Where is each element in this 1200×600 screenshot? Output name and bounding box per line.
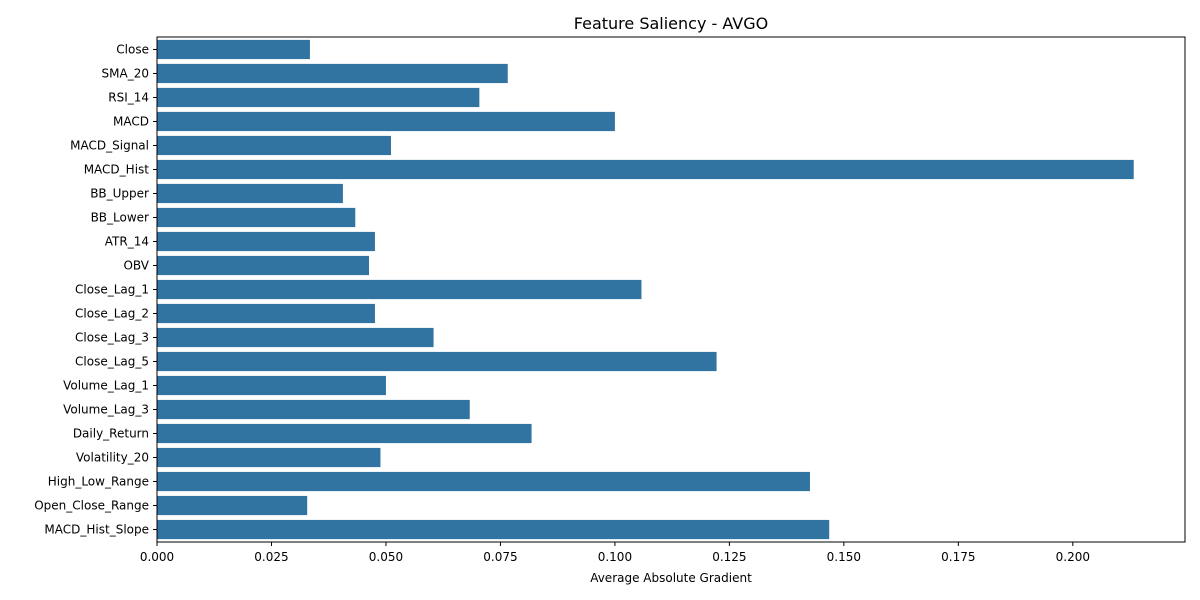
- x-tick-label: 0.050: [369, 550, 403, 564]
- bar-open-close-range: [157, 495, 308, 516]
- y-tick-label: Close_Lag_1: [75, 283, 149, 297]
- y-tick-label: MACD: [113, 114, 149, 128]
- bar-bb-lower: [157, 207, 356, 228]
- x-tick-label: 0.000: [140, 550, 174, 564]
- y-tick-label: BB_Lower: [91, 210, 149, 224]
- bar-volatility-20: [157, 447, 381, 468]
- y-tick-label: Close_Lag_3: [75, 331, 149, 345]
- bar-macd-hist: [157, 159, 1134, 180]
- y-tick-label: Daily_Return: [73, 427, 149, 441]
- y-tick-label: MACD_Hist_Slope: [44, 523, 149, 537]
- bar-atr-14: [157, 231, 375, 252]
- bar-macd-hist-slope: [157, 519, 830, 540]
- y-tick-label: High_Low_Range: [48, 475, 149, 489]
- y-tick-label: ATR_14: [105, 234, 149, 248]
- x-tick-label: 0.075: [483, 550, 517, 564]
- y-tick-labels: Close SMA_20 RSI_14 MACD MACD_Signal MACD_His…: [34, 42, 157, 537]
- bar-close-lag-1: [157, 279, 642, 300]
- y-tick-label: Volatility_20: [76, 451, 149, 465]
- y-tick-label: BB_Upper: [90, 186, 149, 200]
- bar-rsi-14: [157, 87, 480, 108]
- bar-close: [157, 39, 310, 60]
- y-tick-label: Volume_Lag_1: [63, 379, 149, 393]
- bar-volume-lag-1: [157, 375, 386, 396]
- y-tick-label: Close_Lag_2: [75, 307, 149, 321]
- y-tick-label: MACD_Signal: [70, 138, 149, 152]
- y-tick-label: OBV: [123, 258, 149, 272]
- x-tick-label: 0.125: [712, 550, 746, 564]
- bar-close-lag-2: [157, 303, 375, 324]
- y-tick-label: Close: [116, 42, 149, 56]
- x-axis-label: Average Absolute Gradient: [590, 571, 752, 585]
- x-tick-label: 0.150: [827, 550, 861, 564]
- y-tick-label: Close_Lag_5: [75, 355, 149, 369]
- bar-macd-signal: [157, 135, 391, 156]
- bar-close-lag-5: [157, 351, 717, 372]
- x-tick-label: 0.100: [598, 550, 632, 564]
- x-ticks: 0.000 0.025 0.050 0.075 0.100 0.125 0.150 0.175…: [140, 542, 1090, 564]
- bar-obv: [157, 255, 370, 276]
- chart-title: Feature Saliency - AVGO: [574, 14, 768, 33]
- bar-close-lag-3: [157, 327, 434, 348]
- y-tick-label: SMA_20: [102, 66, 149, 80]
- y-tick-label: RSI_14: [108, 90, 149, 104]
- x-tick-label: 0.025: [254, 550, 288, 564]
- x-tick-label: 0.175: [941, 550, 975, 564]
- y-tick-label: Open_Close_Range: [34, 499, 149, 513]
- bar-volume-lag-3: [157, 399, 470, 420]
- bar-high-low-range: [157, 471, 810, 492]
- bar-daily-return: [157, 423, 532, 444]
- bar-sma-20: [157, 63, 508, 84]
- bar-macd: [157, 111, 615, 132]
- y-tick-label: Volume_Lag_3: [63, 403, 149, 417]
- bar-bb-upper: [157, 183, 343, 204]
- x-tick-label: 0.200: [1056, 550, 1090, 564]
- y-tick-label: MACD_Hist: [84, 162, 150, 176]
- bars-group: [157, 39, 1134, 540]
- plot-frame: [156, 36, 1186, 543]
